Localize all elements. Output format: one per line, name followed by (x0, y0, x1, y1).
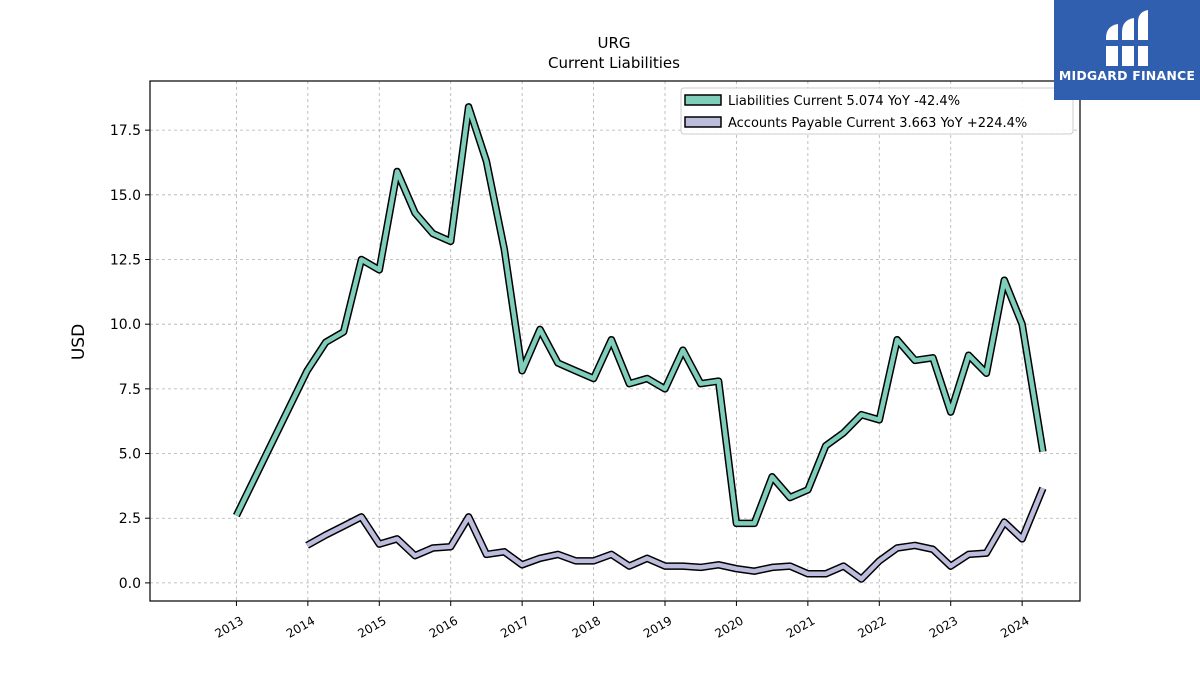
chart-title: URG (597, 34, 630, 52)
x-tick-label: 2013 (212, 613, 245, 640)
midgard-logo: MIDGARD FINANCE (1054, 0, 1200, 100)
x-tick-label: 2024 (998, 613, 1031, 640)
x-tick-label: 2014 (284, 613, 317, 640)
x-tick-label: 2016 (427, 613, 460, 640)
y-axis-label: USD (69, 324, 89, 360)
logo-text: MIDGARD FINANCE (1058, 68, 1196, 83)
x-tick-label: 2021 (784, 613, 817, 640)
legend-label: Liabilities Current 5.074 YoY -42.4% (728, 94, 960, 109)
chart-subtitle: Current Liabilities (548, 54, 680, 72)
x-tick-label: 2020 (712, 613, 745, 640)
y-tick-label: 10.0 (110, 317, 141, 333)
x-tick-label: 2023 (927, 613, 960, 640)
legend-label: Accounts Payable Current 3.663 YoY +224.… (728, 116, 1027, 131)
y-tick-label: 2.5 (119, 511, 141, 527)
y-tick-label: 12.5 (110, 253, 141, 269)
y-tick-label: 5.0 (119, 447, 141, 463)
series-layer (233, 103, 1047, 583)
x-tick-label: 2018 (570, 613, 603, 640)
plot-frame (149, 80, 1081, 602)
y-tick-label: 7.5 (119, 382, 141, 398)
y-tick-label: 0.0 (119, 576, 141, 592)
midgard-logo-mark-icon (1106, 10, 1148, 66)
legend-swatch (684, 94, 722, 106)
y-axis-ticks: 0.0 2.5 5.0 7.5 10.0 12.5 15.0 17.5 (110, 123, 150, 592)
x-tick-label: 2019 (641, 613, 674, 640)
legend-box (680, 87, 1074, 135)
x-tick-label: 2015 (355, 613, 388, 640)
y-tick-label: 17.5 (110, 123, 141, 139)
legend: Liabilities Current 5.074 YoY -42.4% Acco… (680, 87, 1074, 135)
legend-swatch (684, 116, 722, 128)
series-line-1 (234, 104, 1046, 526)
y-tick-label: 15.0 (110, 188, 141, 204)
series-outline-1 (233, 103, 1047, 528)
x-tick-label: 2022 (855, 613, 888, 640)
series-line-2 (306, 487, 1045, 582)
x-tick-label: 2017 (498, 613, 531, 640)
x-axis-ticks: 2013 2014 2015 2016 2017 2018 2019 2020 2021 2022… (212, 601, 1032, 641)
